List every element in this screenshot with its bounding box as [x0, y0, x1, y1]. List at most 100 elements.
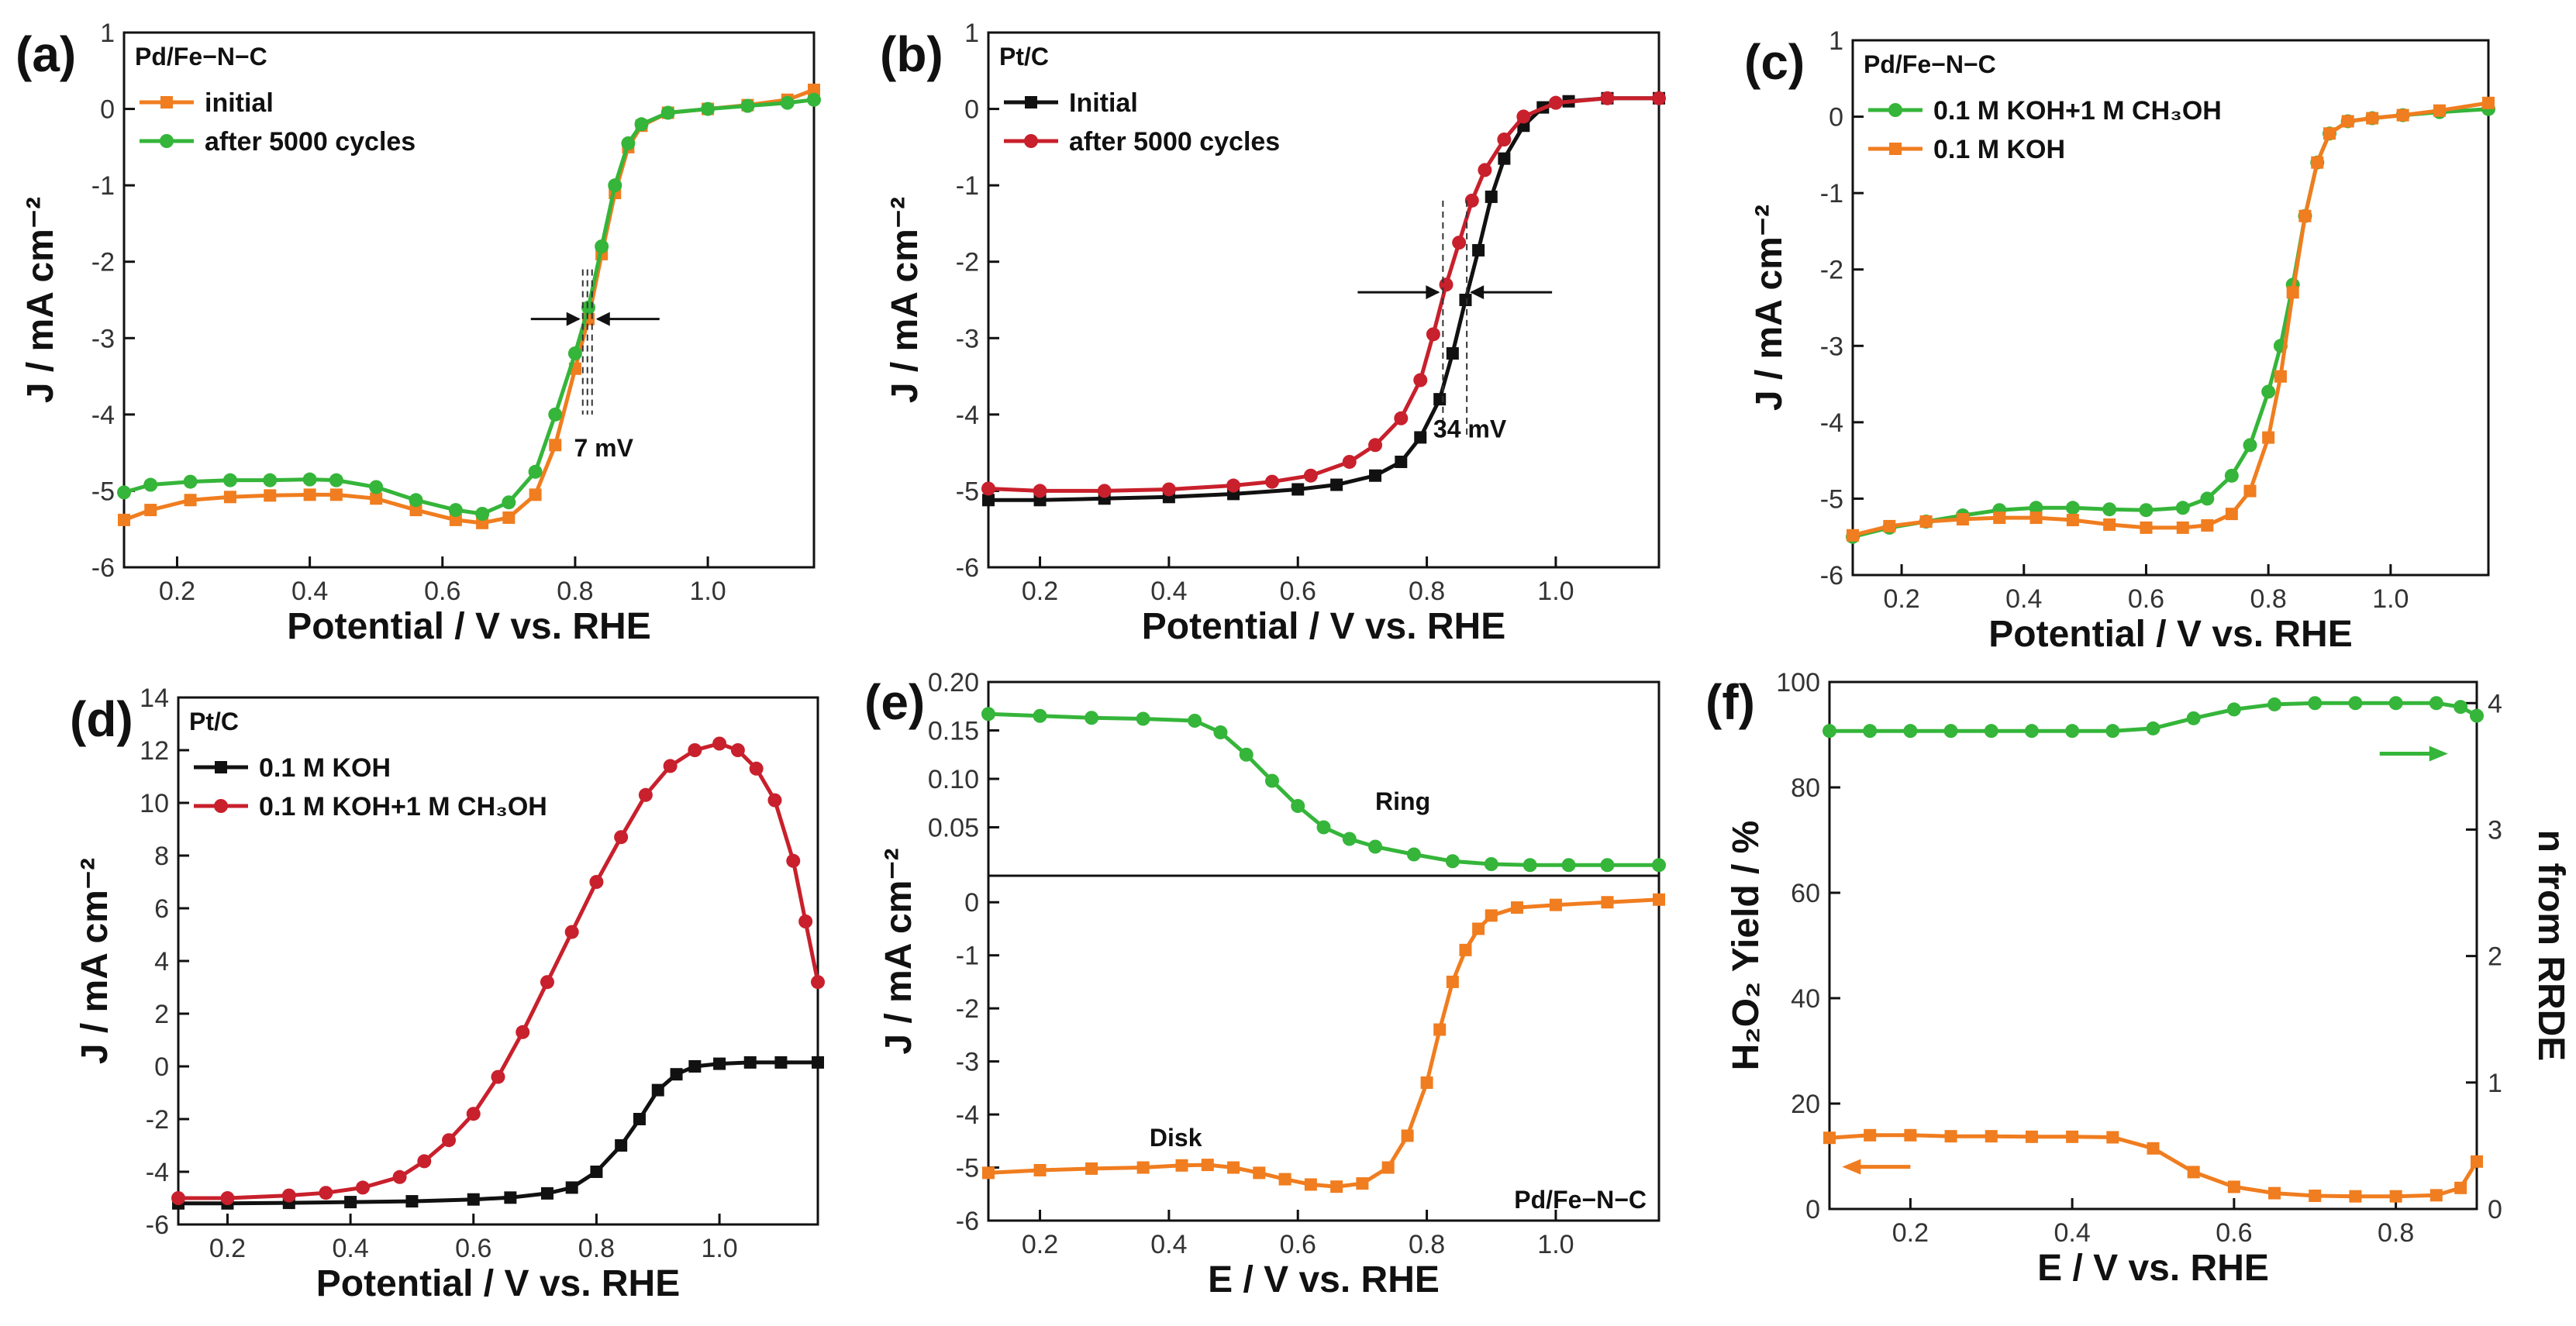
- data-point: [1464, 193, 1479, 208]
- y-tick-label: 1: [1829, 26, 1843, 56]
- data-point: [220, 1191, 235, 1205]
- data-point: [2471, 1155, 2483, 1168]
- arrow-right-head: [595, 312, 610, 326]
- data-point: [2147, 1142, 2160, 1155]
- plot-frame: [987, 31, 1660, 569]
- data-point: [730, 743, 745, 757]
- legend-label: after 5000 cycles: [205, 127, 416, 157]
- x-tick-label: 0.2: [1883, 584, 1919, 614]
- data-point: [529, 488, 542, 501]
- data-point: [502, 511, 516, 524]
- data-point: [502, 495, 516, 510]
- data-point: [329, 473, 343, 487]
- disk-point: [1381, 1161, 1395, 1174]
- data-point: [344, 1196, 357, 1209]
- data-point: [740, 98, 755, 113]
- x-axis-label: Potential / V vs. RHE: [1142, 606, 1505, 647]
- data-point: [651, 1083, 664, 1097]
- y-tick-label: 14: [140, 684, 169, 713]
- legend-label: initial: [205, 88, 274, 118]
- data-point: [2102, 502, 2117, 517]
- data-point: [786, 853, 801, 868]
- data-point: [2454, 700, 2468, 715]
- y-tick-label: 1: [100, 19, 115, 48]
- data-point: [1226, 478, 1241, 493]
- data-point: [1548, 95, 1563, 110]
- ring-point: [1484, 857, 1498, 871]
- arrow-right-head: [1470, 285, 1485, 300]
- series-line: [123, 98, 815, 516]
- data-point: [2024, 724, 2039, 739]
- disk-y-tick-label: -4: [956, 1100, 979, 1130]
- ring-point: [1239, 747, 1254, 762]
- data-point: [1414, 431, 1427, 444]
- data-point: [798, 914, 813, 928]
- data-point: [2429, 1189, 2443, 1202]
- data-point: [1368, 438, 1383, 453]
- disk-point: [1136, 1161, 1150, 1174]
- y-tick-label: 0: [964, 95, 979, 125]
- data-point: [982, 494, 995, 507]
- disk-y-tick-label: 0: [964, 888, 979, 918]
- x-tick-label: 1.0: [701, 1234, 737, 1263]
- data-point: [2186, 711, 2201, 725]
- data-point: [767, 793, 782, 808]
- ring-y-tick-label: 0.15: [928, 717, 979, 746]
- x-tick-label: 0.6: [2216, 1218, 2252, 1248]
- y-tick-label: -2: [956, 248, 979, 277]
- ring-y-tick-label: 0.10: [928, 765, 979, 794]
- y-tick-label: -5: [91, 477, 115, 506]
- y-tick-label: 10: [140, 789, 169, 818]
- legend-marker: [1889, 143, 1902, 155]
- panel-label: (a): [16, 26, 76, 82]
- data-point: [2308, 696, 2323, 711]
- data-point: [2482, 96, 2495, 109]
- disk-point: [1033, 1163, 1047, 1176]
- plot-frame: [1828, 680, 2478, 1211]
- y-right-tick-label: 2: [2488, 942, 2502, 972]
- ring-point: [1316, 820, 1331, 835]
- disk-point: [1446, 975, 1459, 988]
- data-point: [302, 472, 317, 487]
- y-tick-label: -1: [91, 171, 115, 201]
- y-tick-label: -3: [956, 324, 979, 353]
- x-tick-label: 0.2: [1022, 577, 1058, 606]
- data-point: [1485, 190, 1498, 203]
- legend-marker: [1024, 134, 1038, 148]
- data-point: [144, 504, 157, 517]
- data-point: [1956, 513, 1969, 526]
- data-point: [1984, 724, 1998, 739]
- data-point: [565, 1181, 578, 1194]
- ring-point: [1368, 839, 1383, 854]
- data-point: [2349, 1190, 2362, 1203]
- disk-point: [1511, 901, 1524, 914]
- panel-label: (c): [1744, 34, 1805, 90]
- x-tick-label: 0.8: [2250, 584, 2287, 614]
- disk-point: [1420, 1076, 1433, 1089]
- disk-y-tick-label: -5: [956, 1154, 979, 1183]
- legend-marker: [160, 134, 174, 148]
- shift-annotation: 34 mV: [1433, 415, 1507, 443]
- data-point: [749, 761, 764, 776]
- ring-y-tick-label: 0.20: [928, 668, 979, 697]
- data-point: [2323, 127, 2336, 140]
- series-line: [988, 96, 1659, 502]
- panel-title: Pd/Fe−N−C: [135, 43, 267, 71]
- data-point: [1516, 109, 1531, 124]
- data-point: [981, 481, 995, 496]
- data-point: [1459, 294, 1472, 306]
- disk-point: [1085, 1162, 1098, 1175]
- data-point: [634, 117, 649, 132]
- legend-marker: [1025, 96, 1037, 108]
- data-point: [1446, 347, 1459, 360]
- x-axis-label: Potential / V vs. RHE: [316, 1263, 680, 1304]
- data-point: [1395, 455, 1408, 468]
- data-point: [2187, 1166, 2200, 1179]
- data-point: [222, 473, 237, 487]
- data-point: [589, 875, 604, 889]
- data-point: [2140, 521, 2153, 534]
- disk-point: [1175, 1159, 1188, 1172]
- data-point: [2139, 503, 2154, 518]
